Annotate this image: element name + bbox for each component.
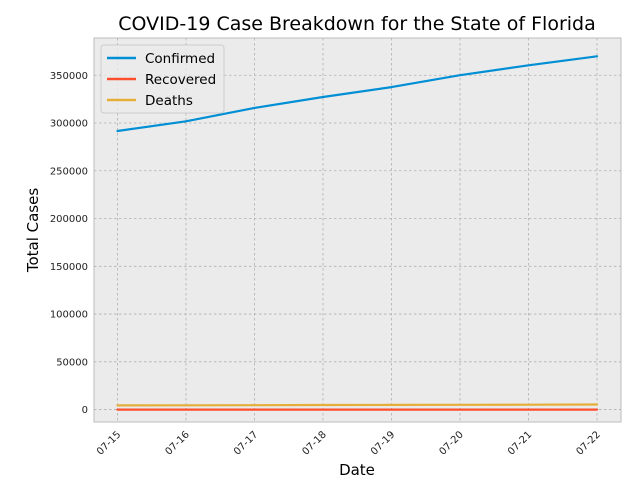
x-tick-labels: 07-15 07-16 07-17 07-18 07-19 07-20 07-21 07-22 <box>95 429 603 457</box>
legend-box <box>100 44 225 114</box>
x-tick-label: 07-15 <box>95 429 123 457</box>
y-tick-label: 0 <box>82 405 88 416</box>
x-tick-label: 07-21 <box>506 429 534 457</box>
legend: Confirmed Recovered Deaths <box>100 44 225 114</box>
y-tick-label: 300000 <box>50 119 88 130</box>
y-tick-label: 200000 <box>50 214 88 225</box>
x-tick-label: 07-19 <box>369 429 397 457</box>
x-tick-label: 07-16 <box>163 429 191 457</box>
series-line-confirmed <box>116 55 599 133</box>
legend-label-deaths: Deaths <box>145 93 193 109</box>
legend-label-recovered: Recovered <box>145 72 216 88</box>
x-tick-label: 07-22 <box>574 429 602 457</box>
series-line-deaths <box>116 403 599 407</box>
y-tick-labels: 0 50000 100000 150000 200000 250000 300000 3500… <box>50 71 88 416</box>
x-tick-label: 07-17 <box>232 429 260 457</box>
y-tick-label: 100000 <box>50 310 88 321</box>
y-tick-label: 150000 <box>50 262 88 273</box>
grid <box>94 38 621 422</box>
x-axis-label: Date <box>339 461 375 479</box>
series-lines <box>116 55 599 411</box>
x-tick-label: 07-20 <box>437 429 465 457</box>
chart-title: COVID-19 Case Breakdown for the State of… <box>118 13 596 35</box>
y-tick-label: 350000 <box>50 71 88 82</box>
legend-label-confirmed: Confirmed <box>145 51 215 67</box>
y-axis-label: Total Cases <box>24 188 42 274</box>
x-tick-label: 07-18 <box>300 429 328 457</box>
y-tick-label: 250000 <box>50 166 88 177</box>
y-tick-label: 50000 <box>56 357 88 368</box>
